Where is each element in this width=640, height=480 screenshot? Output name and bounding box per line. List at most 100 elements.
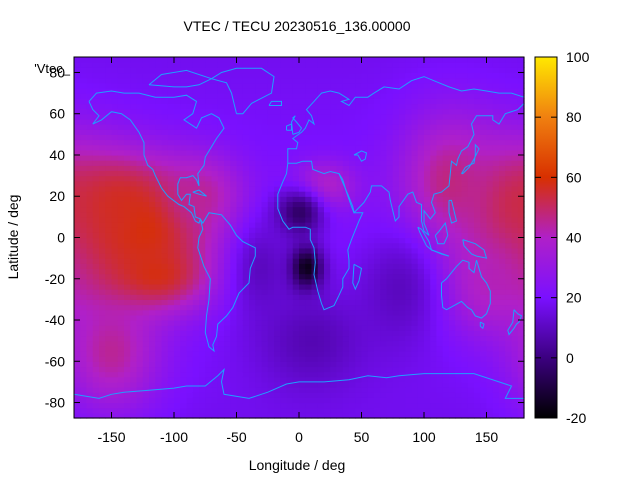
heatmap-cell [274,139,281,146]
heatmap-cell [174,387,181,393]
heatmap-cell [230,67,238,74]
heatmap-cell [449,263,456,270]
heatmap-cell [105,227,113,233]
heatmap-cell [417,252,425,259]
heatmap-cell [492,263,500,270]
heatmap-cell [142,247,150,254]
heatmap-cell [74,67,81,74]
heatmap-cell [92,325,100,331]
heatmap-cell [367,371,375,378]
heatmap-cell [292,304,300,311]
heatmap-cell [130,335,138,342]
heatmap-cell [192,407,200,414]
heatmap-cell [486,381,494,388]
heatmap-cell [299,129,306,135]
heatmap-cell [342,278,350,285]
heatmap-cell [461,278,469,285]
heatmap-cell [355,247,363,254]
heatmap-cell [186,134,194,141]
heatmap-cell [361,87,369,94]
heatmap-cell [124,113,131,120]
heatmap-cell [411,87,419,94]
heatmap-cell [342,139,350,146]
heatmap-cell [186,175,194,182]
heatmap-cell [124,139,131,146]
heatmap-cell [430,387,438,393]
heatmap-cell [236,206,244,213]
heatmap-cell [361,98,369,105]
heatmap-cell [292,124,300,130]
heatmap-cell [199,211,206,218]
heatmap-cell [305,252,313,259]
heatmap-cell [167,356,175,362]
heatmap-cell [499,216,506,223]
heatmap-cell [392,314,400,321]
heatmap-cell [399,227,406,233]
heatmap-cell [511,320,519,326]
heatmap-cell [217,165,225,172]
heatmap-cell [111,356,119,362]
heatmap-cell [486,340,494,347]
heatmap-cell [342,340,350,347]
heatmap-cell [117,67,125,74]
heatmap-cell [136,252,144,259]
heatmap-cell [149,340,156,347]
heatmap-cell [230,77,238,84]
heatmap-cell [124,170,131,177]
heatmap-cell [499,361,506,368]
heatmap-cell [336,196,344,202]
heatmap-cell [486,196,494,202]
heatmap-cell [499,191,506,197]
heatmap-cell [411,62,419,68]
heatmap-cell [436,165,444,172]
heatmap-cell [86,124,94,130]
heatmap-cell [436,397,444,404]
heatmap-cell [155,350,163,357]
heatmap-cell [405,320,413,326]
heatmap-cell [242,252,250,259]
heatmap-cell [236,216,244,223]
heatmap-cell [180,185,188,192]
heatmap-cell [286,180,294,187]
heatmap-cell [236,412,244,419]
heatmap-cell [417,273,425,280]
heatmap-cell [105,191,113,197]
heatmap-cell [430,149,438,156]
heatmap-cell [449,283,456,290]
heatmap-cell [99,87,106,94]
heatmap-cell [449,289,456,295]
heatmap-cell [74,335,81,342]
heatmap-cell [317,330,325,337]
heatmap-cell [442,191,450,197]
heatmap-cell [317,170,325,177]
heatmap-cell [236,263,244,270]
heatmap-cell [161,330,169,337]
heatmap-cell [349,289,356,295]
heatmap-cell [255,160,263,166]
heatmap-cell [130,134,138,141]
heatmap-cell [292,376,300,383]
heatmap-cell [317,273,325,280]
heatmap-cell [224,371,231,378]
heatmap-cell [211,98,219,105]
heatmap-cell [142,170,150,177]
heatmap-cell [230,242,238,249]
heatmap-cell [449,345,456,352]
heatmap-cell [417,57,425,63]
heatmap-cell [461,350,469,357]
heatmap-cell [261,108,269,115]
heatmap-cell [230,180,238,187]
heatmap-cell [324,258,331,264]
heatmap-cell [149,87,156,94]
heatmap-cell [249,335,256,342]
heatmap-cell [155,252,163,259]
heatmap-cell [211,211,219,218]
heatmap-cell [380,387,388,393]
heatmap-cell [511,82,519,89]
heatmap-cell [167,62,175,68]
heatmap-cell [461,185,469,192]
heatmap-cell [186,211,194,218]
heatmap-cell [386,247,394,254]
heatmap-cell [492,407,500,414]
heatmap-cell [136,165,144,172]
